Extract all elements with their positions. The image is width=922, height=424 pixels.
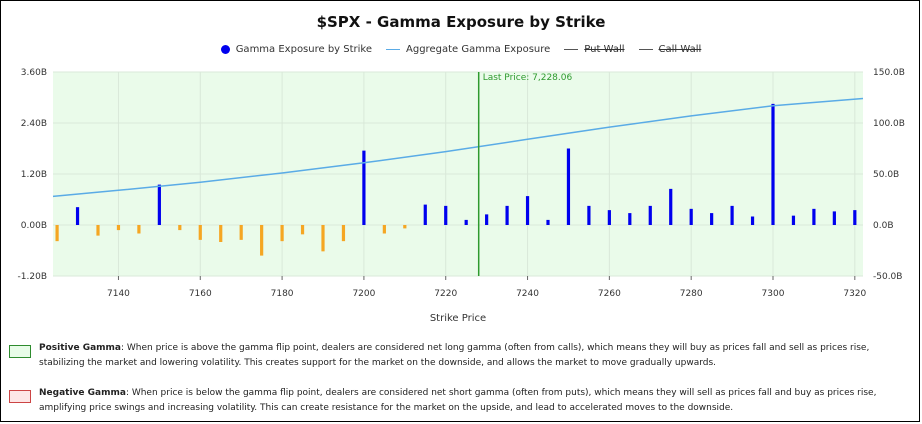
- note-negative-gamma: Negative Gamma: When price is below the …: [9, 386, 909, 416]
- gamma-bar: [587, 205, 591, 225]
- legend-label: Aggregate Gamma Exposure: [406, 44, 551, 55]
- x-tick-label: 7240: [516, 289, 539, 299]
- legend-item-call-wall[interactable]: Call Wall: [638, 44, 702, 55]
- gamma-bar: [55, 225, 59, 242]
- note-title: Positive Gamma: [39, 343, 122, 353]
- legend-item-aggregate[interactable]: Aggregate Gamma Exposure: [386, 44, 550, 55]
- gamma-bar: [239, 225, 243, 240]
- x-tick-label: 7200: [352, 289, 375, 299]
- gamma-chart: -1.20B 0.00B 1.20B 2.40B 3.60B -50.0B 0.0B 50.0…: [18, 68, 905, 324]
- x-tick-label: 7320: [843, 289, 866, 299]
- gamma-bar: [628, 213, 632, 225]
- line-icon: [386, 49, 401, 50]
- gamma-bar: [280, 225, 284, 242]
- y-tick-label: -1.20B: [18, 272, 47, 282]
- note-text: : When price is above the gamma flip poi…: [39, 343, 870, 368]
- y2-tick-label: 0.0B: [873, 221, 894, 231]
- chart-legend: Gamma Exposure by Strike Aggregate Gamma…: [1, 44, 919, 55]
- gamma-bar: [669, 188, 673, 225]
- gamma-bar: [219, 225, 223, 242]
- legend-item-gamma-by-strike[interactable]: Gamma Exposure by Strike: [220, 44, 373, 55]
- y-tick-label: 2.40B: [21, 119, 47, 129]
- gamma-bar: [750, 216, 755, 225]
- y2-tick-label: -50.0B: [873, 272, 902, 282]
- note-title: Negative Gamma: [39, 388, 126, 398]
- notes-section: Positive Gamma: When price is above the …: [9, 341, 909, 421]
- gamma-bar: [771, 103, 775, 225]
- gamma-bar: [116, 225, 121, 231]
- aggregate-gamma-line: [52, 97, 864, 198]
- y2-tick-label: 50.0B: [873, 170, 899, 180]
- y2-tick-label: 150.0B: [873, 68, 905, 78]
- x-tick-label: 7180: [271, 289, 294, 299]
- legend-label: Put Wall: [584, 44, 625, 55]
- legend-item-put-wall[interactable]: Put Wall: [564, 44, 625, 55]
- x-tick-label: 7220: [434, 289, 457, 299]
- gamma-bar: [464, 219, 468, 225]
- gamma-bar: [812, 208, 816, 225]
- gamma-bar: [178, 225, 182, 231]
- x-tick-label: 7160: [189, 289, 212, 299]
- line-icon: [564, 49, 579, 50]
- gamma-bar: [96, 225, 100, 236]
- gamma-bar: [607, 210, 611, 225]
- gamma-bar: [791, 215, 796, 225]
- gamma-bar: [75, 207, 80, 225]
- gamma-bar: [341, 225, 346, 242]
- note-positive-gamma: Positive Gamma: When price is above the …: [9, 341, 909, 371]
- note-text: : When price is below the gamma flip poi…: [39, 388, 877, 413]
- gamma-bar: [853, 210, 857, 225]
- negative-swatch: [9, 390, 31, 403]
- gamma-bar: [710, 213, 714, 225]
- gamma-bar: [300, 225, 305, 235]
- y-tick-label: 3.60B: [21, 68, 47, 78]
- gamma-bar: [546, 219, 550, 225]
- x-tick-label: 7260: [598, 289, 621, 299]
- y-tick-label: 1.20B: [21, 170, 47, 180]
- gamma-bar: [362, 150, 366, 225]
- gamma-bar: [689, 208, 693, 225]
- gamma-bar: [444, 205, 448, 225]
- x-tick-label: 7300: [762, 289, 785, 299]
- line-icon: [638, 49, 653, 50]
- gamma-bar: [485, 214, 489, 225]
- gamma-bar: [198, 225, 202, 240]
- gamma-bar: [832, 211, 836, 225]
- x-tick-label: 7280: [680, 289, 703, 299]
- gamma-bar: [566, 148, 571, 225]
- y2-tick-label: 100.0B: [873, 119, 905, 129]
- gamma-bar: [157, 184, 161, 225]
- gamma-bar: [423, 204, 427, 225]
- gamma-bar: [137, 225, 141, 234]
- gamma-bar: [321, 225, 325, 252]
- last-price-label: Last Price: 7,228.06: [483, 73, 573, 83]
- gamma-bar: [525, 196, 530, 225]
- gamma-bar: [382, 225, 386, 234]
- legend-label: Call Wall: [658, 44, 702, 55]
- dot-icon: [220, 45, 230, 54]
- x-tick-label: 7140: [107, 289, 130, 299]
- x-axis-label: Strike Price: [430, 313, 486, 324]
- gamma-bar: [403, 225, 407, 229]
- positive-swatch: [9, 345, 31, 358]
- gamma-bar: [730, 205, 734, 225]
- chart-title: $SPX - Gamma Exposure by Strike: [316, 13, 606, 31]
- y-tick-label: 0.00B: [21, 221, 47, 231]
- gamma-bar: [648, 205, 652, 225]
- gamma-bar: [260, 225, 264, 256]
- gamma-bar: [505, 205, 509, 225]
- legend-label: Gamma Exposure by Strike: [235, 44, 373, 55]
